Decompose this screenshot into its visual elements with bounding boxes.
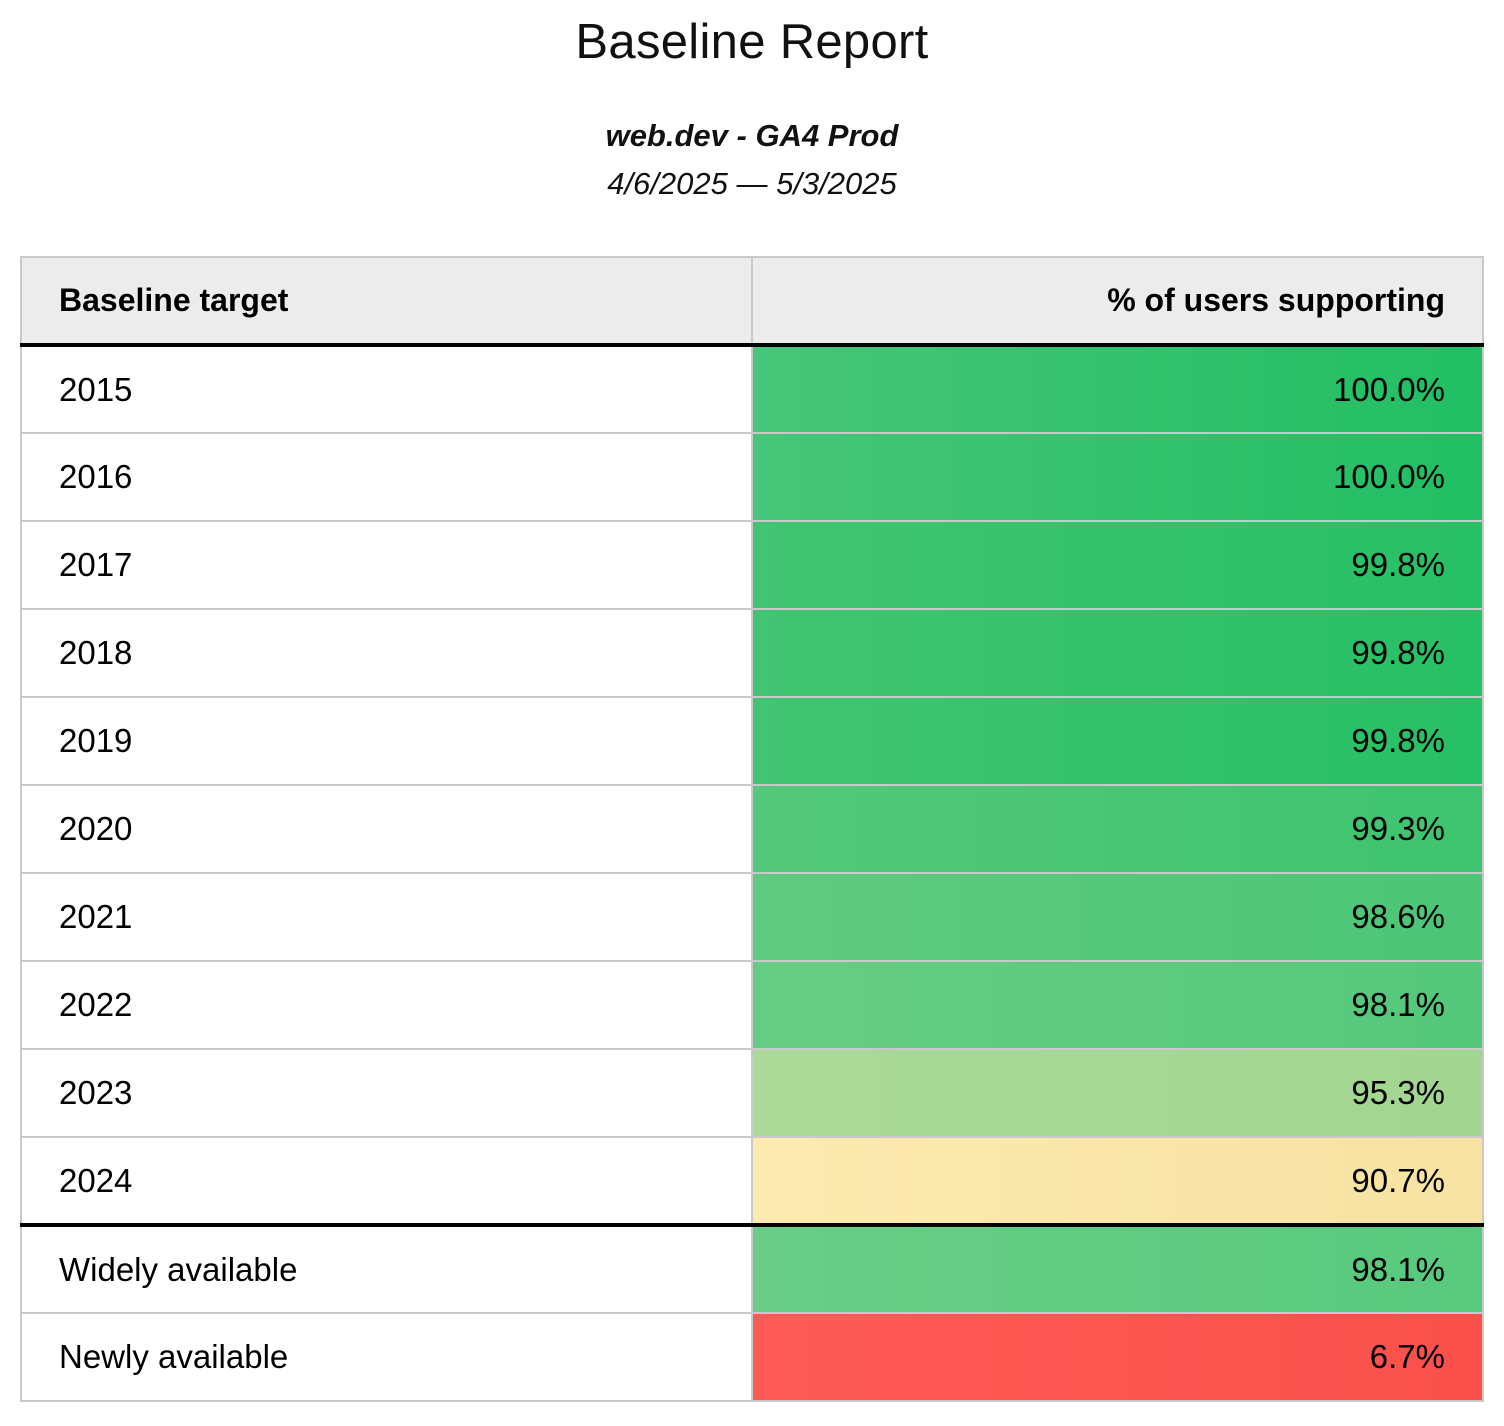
table-row-2016: 2016 100.0% (21, 433, 1483, 522)
baseline-target-cell: 2015 (21, 345, 753, 434)
percent-supporting-cell: 99.8% (752, 609, 1483, 698)
percent-supporting-cell: 100.0% (752, 345, 1483, 434)
baseline-target-cell: Widely available (21, 1223, 753, 1314)
percent-supporting-cell: 6.7% (752, 1313, 1483, 1402)
table-row-2015: 2015 100.0% (21, 345, 1483, 434)
percent-supporting-cell: 99.3% (752, 785, 1483, 874)
percent-supporting-cell: 90.7% (752, 1137, 1483, 1226)
table-header-row: Baseline target % of users supporting (21, 257, 1483, 347)
page-title: Baseline Report (575, 15, 929, 69)
baseline-target-cell: 2020 (21, 785, 753, 874)
table-row-2018: 2018 99.8% (21, 609, 1483, 698)
table-row-newly-available: Newly available 6.7% (21, 1313, 1483, 1402)
percent-supporting-cell: 95.3% (752, 1049, 1483, 1138)
baseline-target-cell: 2017 (21, 521, 753, 610)
percent-supporting-cell: 100.0% (752, 433, 1483, 522)
baseline-target-cell: 2021 (21, 873, 753, 962)
baseline-target-cell: 2016 (21, 433, 753, 522)
table-row-2024: 2024 90.7% (21, 1137, 1483, 1226)
table-row-widely-available: Widely available 98.1% (21, 1223, 1483, 1314)
table-row-2023: 2023 95.3% (21, 1049, 1483, 1138)
baseline-support-table: Baseline target % of users supporting 20… (20, 256, 1484, 1402)
report-property-name: web.dev - GA4 Prod (605, 118, 899, 153)
report-date-range: 4/6/2025 — 5/3/2025 (607, 166, 897, 201)
baseline-target-cell: 2024 (21, 1137, 753, 1226)
baseline-target-cell: 2019 (21, 697, 753, 786)
table-row-2017: 2017 99.8% (21, 521, 1483, 610)
table-row-2021: 2021 98.6% (21, 873, 1483, 962)
percent-supporting-cell: 98.6% (752, 873, 1483, 962)
baseline-target-cell: 2023 (21, 1049, 753, 1138)
percent-supporting-cell: 99.8% (752, 521, 1483, 610)
percent-supporting-cell: 98.1% (752, 961, 1483, 1050)
baseline-target-cell: Newly available (21, 1313, 753, 1402)
column-header-baseline-target: Baseline target (21, 257, 753, 347)
baseline-target-cell: 2018 (21, 609, 753, 698)
table-row-2020: 2020 99.3% (21, 785, 1483, 874)
column-header-percent-users-supporting: % of users supporting (752, 257, 1483, 347)
baseline-target-cell: 2022 (21, 961, 753, 1050)
table-row-2022: 2022 98.1% (21, 961, 1483, 1050)
table-row-2019: 2019 99.8% (21, 697, 1483, 786)
percent-supporting-cell: 98.1% (752, 1223, 1483, 1314)
percent-supporting-cell: 99.8% (752, 697, 1483, 786)
